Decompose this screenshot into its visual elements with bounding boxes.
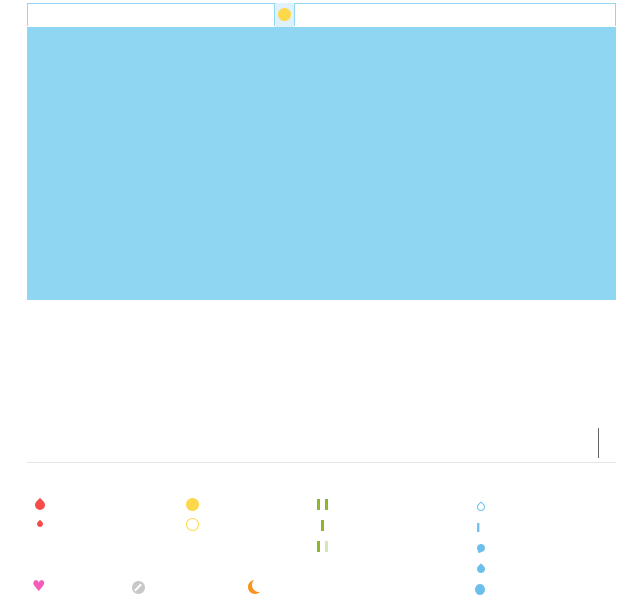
- temperature-chart: [27, 27, 616, 300]
- pregnancy-negative-icon: [321, 520, 324, 531]
- ovulation-sun-icon: [278, 8, 291, 21]
- phase2-summary: [294, 3, 616, 26]
- cervical-watery-icon: [475, 563, 487, 575]
- month-separator: [598, 428, 599, 458]
- menstruation-drop-icon: [32, 497, 48, 513]
- intercourse-heart-icon: ♥: [32, 577, 46, 595]
- cervical-dry-icon: [475, 501, 487, 513]
- pregnancy-positive-icon-bar2: [325, 499, 328, 510]
- cervical-sticky-icon: I: [476, 521, 481, 535]
- cervical-creamy-icon: [475, 542, 487, 554]
- divider: [27, 462, 616, 463]
- pregnancy-weak-icon: [317, 541, 320, 552]
- cervical-eggwhite-icon: [475, 584, 485, 595]
- ovulation-positive-icon: [186, 498, 199, 511]
- ovulation-negative-icon: [186, 518, 199, 531]
- pregnancy-positive-icon: [317, 499, 320, 510]
- ovulation-header-cell: [275, 3, 294, 27]
- chart-svg: [27, 27, 616, 300]
- spotting-drop-icon: [35, 519, 45, 529]
- moon-icon: [252, 578, 266, 592]
- medication-pill-icon: [132, 581, 145, 594]
- pregnancy-weak-icon-bar2: [325, 541, 328, 552]
- phase1-summary: [27, 3, 275, 26]
